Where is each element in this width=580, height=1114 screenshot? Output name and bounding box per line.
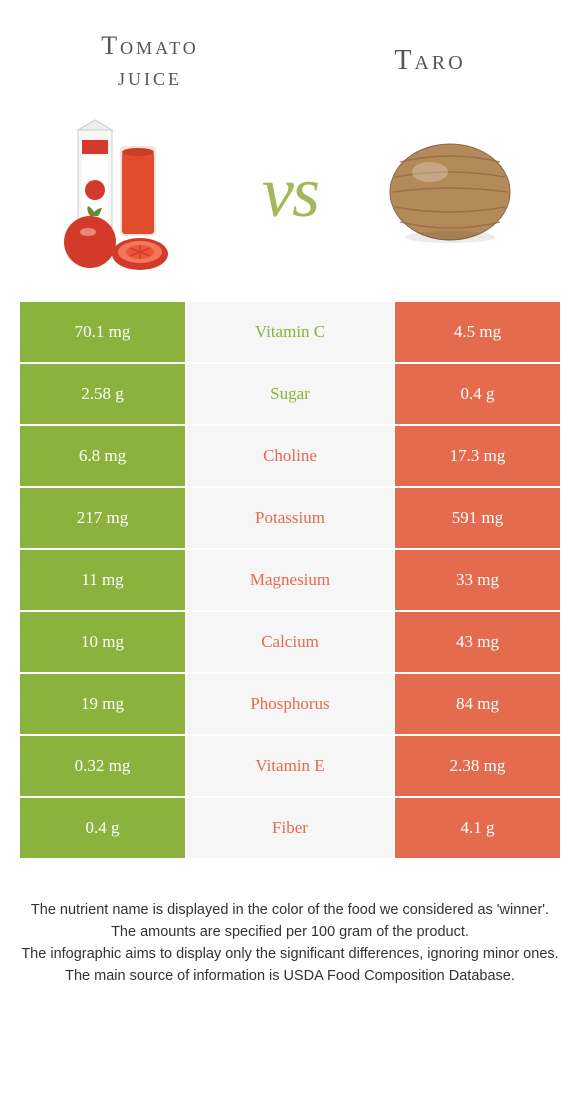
nutrient-table: 70.1 mgVitamin C4.5 mg2.58 gSugar0.4 g6.…: [20, 302, 560, 858]
left-value: 19 mg: [20, 674, 185, 734]
taro-icon: [375, 127, 525, 257]
nutrient-name: Sugar: [187, 364, 393, 424]
right-value: 0.4 g: [395, 364, 560, 424]
table-row: 0.4 gFiber4.1 g: [20, 798, 560, 858]
table-row: 19 mgPhosphorus84 mg: [20, 674, 560, 734]
nutrient-name: Phosphorus: [187, 674, 393, 734]
table-row: 10 mgCalcium43 mg: [20, 612, 560, 672]
left-value: 2.58 g: [20, 364, 185, 424]
table-row: 2.58 gSugar0.4 g: [20, 364, 560, 424]
left-value: 70.1 mg: [20, 302, 185, 362]
left-value: 6.8 mg: [20, 426, 185, 486]
right-title: Taro: [340, 44, 520, 78]
left-value: 0.4 g: [20, 798, 185, 858]
table-row: 0.32 mgVitamin E2.38 mg: [20, 736, 560, 796]
footer-line-1: The nutrient name is displayed in the co…: [20, 900, 560, 922]
tomato-juice-image: [40, 112, 220, 272]
tomato-juice-icon: [40, 112, 220, 272]
left-title-line2: juice: [60, 61, 240, 92]
table-row: 11 mgMagnesium33 mg: [20, 550, 560, 610]
left-value: 10 mg: [20, 612, 185, 672]
right-value: 2.38 mg: [395, 736, 560, 796]
right-value: 17.3 mg: [395, 426, 560, 486]
taro-image: [360, 112, 540, 272]
right-value: 4.5 mg: [395, 302, 560, 362]
right-value: 43 mg: [395, 612, 560, 672]
images-row: vs: [0, 102, 580, 302]
nutrient-name: Magnesium: [187, 550, 393, 610]
nutrient-name: Vitamin E: [187, 736, 393, 796]
nutrient-name: Vitamin C: [187, 302, 393, 362]
nutrient-name: Potassium: [187, 488, 393, 548]
right-value: 4.1 g: [395, 798, 560, 858]
footer-line-3: The infographic aims to display only the…: [20, 944, 560, 966]
right-value: 591 mg: [395, 488, 560, 548]
table-row: 6.8 mgCholine17.3 mg: [20, 426, 560, 486]
nutrient-name: Choline: [187, 426, 393, 486]
right-value: 33 mg: [395, 550, 560, 610]
right-value: 84 mg: [395, 674, 560, 734]
left-value: 217 mg: [20, 488, 185, 548]
header: Tomato juice Taro: [0, 0, 580, 102]
table-row: 70.1 mgVitamin C4.5 mg: [20, 302, 560, 362]
table-row: 217 mgPotassium591 mg: [20, 488, 560, 548]
left-value: 0.32 mg: [20, 736, 185, 796]
nutrient-name: Calcium: [187, 612, 393, 672]
vs-label: vs: [262, 151, 318, 234]
footer-line-2: The amounts are specified per 100 gram o…: [20, 922, 560, 944]
left-title: Tomato juice: [60, 30, 240, 92]
left-value: 11 mg: [20, 550, 185, 610]
left-title-line1: Tomato: [60, 30, 240, 61]
nutrient-name: Fiber: [187, 798, 393, 858]
footer-line-4: The main source of information is USDA F…: [20, 966, 560, 988]
footer-notes: The nutrient name is displayed in the co…: [0, 860, 580, 987]
